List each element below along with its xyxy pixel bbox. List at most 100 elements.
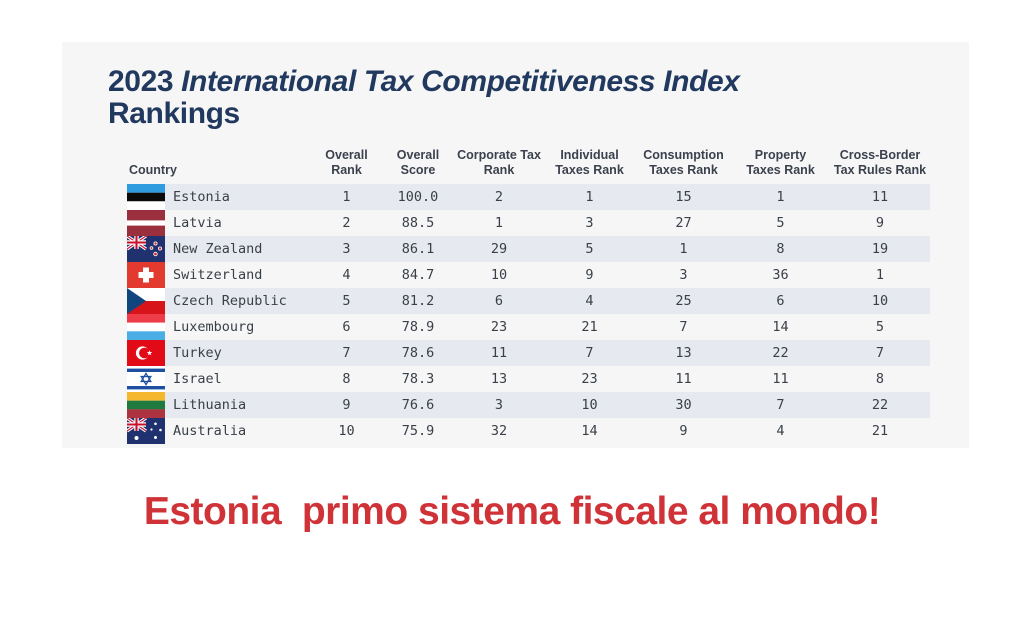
column-header-overall-score: Overall Score xyxy=(396,148,440,177)
cell-consumption-taxes-rank: 1 xyxy=(679,240,688,257)
cell-cross-border-tax-rules-rank: 21 xyxy=(871,422,889,439)
cell-individual-taxes-rank: 14 xyxy=(581,422,598,439)
cell-cross-border-tax-rules-rank: 19 xyxy=(871,240,889,257)
cell-overall-rank: 8 xyxy=(342,370,351,387)
page-title: 2023 International Tax Competitiveness I… xyxy=(108,65,740,131)
cell-cross-border-tax-rules-rank: 8 xyxy=(875,370,885,387)
cell-cross-border-tax-rules-rank: 1 xyxy=(875,266,885,283)
cell-corporate-tax-rank: 2 xyxy=(494,188,504,205)
cell-overall-rank: 7 xyxy=(342,344,351,361)
cell-overall-score: 88.5 xyxy=(401,214,435,231)
country-cell: Turkey xyxy=(127,339,312,366)
cell-consumption-taxes-rank: 13 xyxy=(675,344,692,361)
cell-cross-border-tax-rules-rank: 9 xyxy=(875,214,885,231)
table-row: Czech Republic 5 81.2 6 4 25 6 10 xyxy=(127,287,930,314)
table-row: Lithuania 9 76.6 3 10 30 7 22 xyxy=(127,391,930,418)
cell-overall-score: 81.2 xyxy=(401,292,435,309)
country-cell: Israel xyxy=(127,365,312,392)
cell-cross-border-tax-rules-rank: 10 xyxy=(871,292,889,309)
cell-cross-border-tax-rules-rank: 7 xyxy=(875,344,885,361)
cell-individual-taxes-rank: 21 xyxy=(581,318,598,335)
cell-corporate-tax-rank: 32 xyxy=(490,422,508,439)
cell-property-taxes-rank: 11 xyxy=(772,370,789,387)
title-line2: Rankings xyxy=(108,97,240,131)
table-row: Luxembourg 6 78.9 23 21 7 14 5 xyxy=(127,313,930,340)
country-cell: Czech Republic xyxy=(127,287,312,314)
column-header-overall-rank: Overall Rank xyxy=(325,148,368,177)
cell-overall-score: 75.9 xyxy=(401,422,435,439)
cell-individual-taxes-rank: 1 xyxy=(585,188,594,205)
country-name: Turkey xyxy=(173,344,222,361)
country-cell: Australia xyxy=(127,417,312,444)
caption-text: Estonia primo sistema fiscale al mondo! xyxy=(143,490,881,533)
cell-overall-score: 78.9 xyxy=(401,318,435,335)
cell-overall-score: 100.0 xyxy=(397,188,439,205)
country-name: Lithuania xyxy=(173,396,247,413)
country-name: Australia xyxy=(173,422,247,439)
cell-overall-score: 86.1 xyxy=(401,240,435,257)
table-row: Switzerland 4 84.7 10 9 3 36 1 xyxy=(127,261,930,288)
cell-overall-rank: 5 xyxy=(342,292,351,309)
cell-overall-rank: 2 xyxy=(342,214,351,231)
cell-corporate-tax-rank: 3 xyxy=(494,396,504,413)
lithuania-flag-icon xyxy=(127,391,165,418)
cell-cross-border-tax-rules-rank: 5 xyxy=(875,318,885,335)
table-row: Estonia 1 100.0 2 1 15 1 11 xyxy=(127,183,930,210)
cell-consumption-taxes-rank: 7 xyxy=(679,318,688,335)
title-main: International Tax Competitiveness Index xyxy=(181,65,740,98)
cell-overall-rank: 10 xyxy=(338,422,355,439)
cell-overall-score: 78.6 xyxy=(401,344,435,361)
cell-property-taxes-rank: 6 xyxy=(776,292,785,309)
cell-overall-rank: 1 xyxy=(342,188,351,205)
cell-corporate-tax-rank: 11 xyxy=(490,344,508,361)
cell-individual-taxes-rank: 5 xyxy=(585,240,594,257)
cell-consumption-taxes-rank: 25 xyxy=(675,292,692,309)
cell-overall-score: 76.6 xyxy=(401,396,435,413)
cell-consumption-taxes-rank: 3 xyxy=(679,266,688,283)
australia-flag-icon xyxy=(127,417,165,444)
cell-overall-score: 84.7 xyxy=(401,266,435,283)
cell-corporate-tax-rank: 6 xyxy=(494,292,504,309)
cell-individual-taxes-rank: 4 xyxy=(585,292,594,309)
country-name: Switzerland xyxy=(173,266,263,283)
cell-property-taxes-rank: 8 xyxy=(776,240,785,257)
country-name: Israel xyxy=(173,370,222,387)
cell-consumption-taxes-rank: 11 xyxy=(675,370,692,387)
country-cell: Switzerland xyxy=(127,261,312,288)
cell-consumption-taxes-rank: 30 xyxy=(675,396,692,413)
table-header-row: Country Overall Rank Overall Score Corporat… xyxy=(127,148,930,184)
new-zealand-flag-icon xyxy=(127,235,165,262)
column-header-corporate-tax-rank: Corporate Tax Rank xyxy=(457,148,541,177)
column-header-consumption-taxes-rank: Consumption Taxes Rank xyxy=(643,148,724,177)
cell-cross-border-tax-rules-rank: 22 xyxy=(871,396,889,413)
country-cell: New Zealand xyxy=(127,235,312,262)
cell-corporate-tax-rank: 23 xyxy=(490,318,508,335)
country-name: Estonia xyxy=(173,188,230,205)
cell-individual-taxes-rank: 9 xyxy=(585,266,594,283)
country-cell: Latvia xyxy=(127,209,312,236)
cell-property-taxes-rank: 36 xyxy=(772,266,789,283)
cell-overall-rank: 4 xyxy=(342,266,351,283)
cell-consumption-taxes-rank: 15 xyxy=(675,188,692,205)
cell-property-taxes-rank: 5 xyxy=(776,214,785,231)
cell-consumption-taxes-rank: 27 xyxy=(675,214,692,231)
estonia-flag-icon xyxy=(127,183,165,210)
luxembourg-flag-icon xyxy=(127,313,165,340)
cell-corporate-tax-rank: 29 xyxy=(490,240,508,257)
cell-individual-taxes-rank: 3 xyxy=(585,214,594,231)
country-cell: Estonia xyxy=(127,183,312,210)
table-row: Turkey 7 78.6 11 7 13 22 7 xyxy=(127,339,930,366)
israel-flag-icon xyxy=(127,365,165,392)
country-cell: Luxembourg xyxy=(127,313,312,340)
turkey-flag-icon xyxy=(127,339,165,366)
cell-individual-taxes-rank: 23 xyxy=(581,370,598,387)
cell-overall-rank: 3 xyxy=(342,240,351,257)
cell-overall-rank: 6 xyxy=(342,318,351,335)
cell-overall-score: 78.3 xyxy=(401,370,435,387)
rankings-panel: 2023 International Tax Competitiveness I… xyxy=(62,42,969,448)
cell-property-taxes-rank: 14 xyxy=(772,318,789,335)
country-name: Czech Republic xyxy=(173,292,287,309)
latvia-flag-icon xyxy=(127,209,165,236)
cell-corporate-tax-rank: 13 xyxy=(490,370,508,387)
switzerland-flag-icon xyxy=(127,261,165,288)
